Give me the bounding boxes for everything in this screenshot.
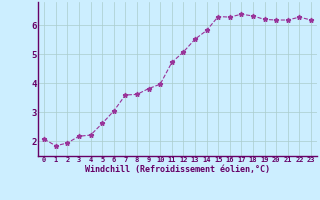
X-axis label: Windchill (Refroidissement éolien,°C): Windchill (Refroidissement éolien,°C): [85, 165, 270, 174]
